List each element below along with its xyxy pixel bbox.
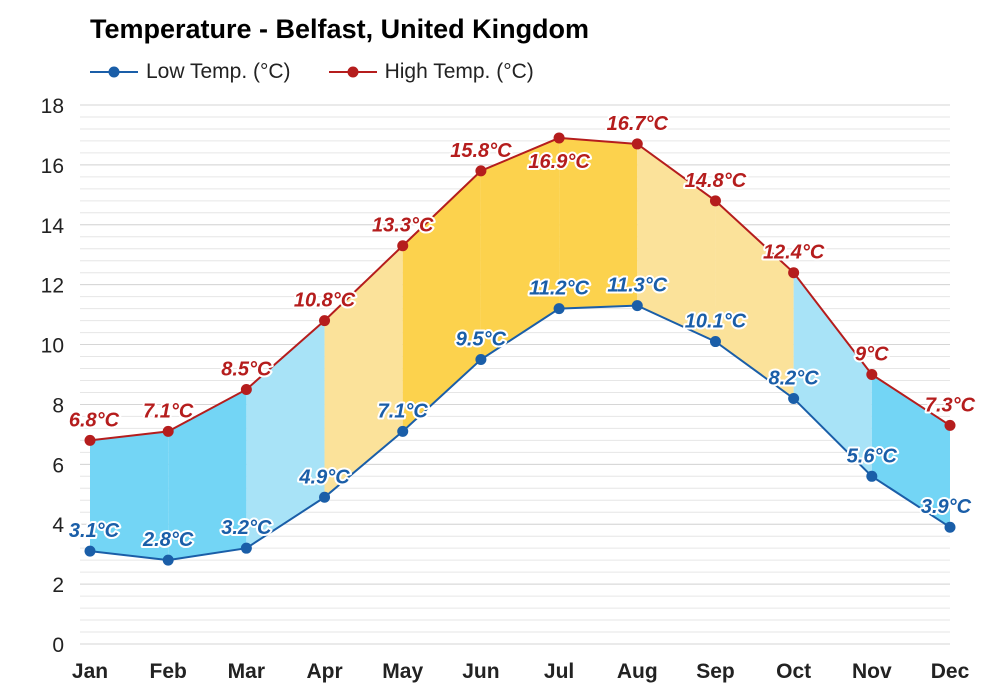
high-temp-point-dec	[944, 419, 956, 431]
low-temp-point-jun	[475, 354, 487, 366]
low-temp-label-dec: 3.9°C	[921, 496, 972, 518]
y-tick-label: 12	[41, 275, 64, 298]
high-temp-point-jan	[84, 434, 96, 446]
low-temp-point-nov	[866, 470, 878, 482]
legend-item-low[interactable]: Low Temp. (°C)	[90, 60, 291, 84]
chart-title: Temperature - Belfast, United Kingdom	[90, 14, 590, 44]
low-temp-point-may	[397, 425, 409, 437]
x-tick-label-nov: Nov	[852, 660, 892, 683]
band-sep	[715, 200, 794, 399]
x-tick-label-dec: Dec	[931, 660, 970, 683]
high-temp-point-sep	[709, 195, 721, 207]
high-temp-point-apr	[319, 315, 331, 327]
high-temp-label-nov: 9°C	[855, 344, 889, 366]
band-feb	[168, 389, 247, 561]
high-temp-label-oct: 12.4°C	[763, 242, 825, 264]
low-temp-line	[89, 304, 951, 562]
high-temp-point-mar	[240, 383, 252, 395]
high-temp-point-oct	[788, 267, 800, 279]
low-temp-point-jan	[84, 545, 96, 557]
high-temp-label-dec: 7.3°C	[925, 394, 976, 416]
legend-swatch-low	[90, 66, 138, 78]
high-temp-line	[89, 136, 951, 442]
x-tick-label-jun: Jun	[462, 660, 499, 683]
y-tick-label: 4	[52, 514, 64, 537]
low-temp-label-nov: 5.6°C	[847, 445, 898, 467]
y-tick-label: 10	[41, 335, 64, 358]
x-tick-label-mar: Mar	[228, 660, 265, 683]
low-temp-point-feb	[162, 554, 174, 566]
low-temp-label-may: 7.1°C	[378, 400, 429, 422]
low-temp-point-aug	[631, 300, 643, 312]
high-temp-label-jul: 16.9°C	[528, 151, 590, 173]
high-temp-point-aug	[631, 138, 643, 150]
low-temp-label-jul: 11.2°C	[529, 278, 589, 300]
low-temp-label-sep: 10.1°C	[685, 311, 747, 333]
high-temp-label-sep: 14.8°C	[685, 170, 747, 192]
high-temp-point-nov	[866, 369, 878, 380]
low-temp-label-apr: 4.9°C	[298, 466, 350, 488]
high-temp-label-jun: 15.8°C	[450, 140, 512, 162]
band-oct	[793, 272, 872, 477]
y-tick-label: 2	[52, 574, 64, 597]
y-tick-label: 0	[52, 634, 64, 657]
x-tick-label-jul: Jul	[544, 660, 574, 683]
x-tick-label-feb: Feb	[150, 660, 187, 683]
x-tick-label-jan: Jan	[72, 660, 108, 683]
low-temp-label-aug: 11.3°C	[607, 275, 667, 297]
band-mar	[246, 320, 325, 549]
low-temp-label-oct: 8.2°C	[769, 367, 820, 389]
low-temp-point-mar	[240, 542, 252, 554]
y-tick-label: 14	[41, 215, 65, 238]
band-jun	[480, 137, 560, 360]
low-temp-label-jan: 3.1°C	[69, 520, 120, 542]
high-temp-point-may	[397, 240, 409, 252]
x-tick-label-aug: Aug	[617, 660, 658, 683]
low-temp-label-mar: 3.2°C	[221, 517, 272, 539]
x-tick-label-may: May	[382, 660, 423, 683]
y-tick-label: 16	[41, 155, 64, 178]
high-temp-point-jul	[553, 132, 565, 144]
band-jan	[90, 431, 169, 561]
y-tick-label: 18	[41, 95, 64, 118]
band-jul	[559, 137, 638, 309]
high-temp-label-apr: 10.8°C	[294, 290, 356, 312]
legend: Low Temp. (°C) High Temp. (°C)	[90, 60, 572, 84]
low-temp-label-jun: 9.5°C	[456, 329, 507, 351]
high-temp-label-may: 13.3°C	[372, 215, 434, 237]
legend-item-high[interactable]: High Temp. (°C)	[328, 60, 534, 84]
x-tick-label-apr: Apr	[306, 660, 342, 683]
legend-swatch-high	[328, 66, 377, 78]
low-temp-point-sep	[709, 336, 721, 348]
high-temp-point-jun	[475, 165, 487, 177]
x-tick-label-oct: Oct	[776, 660, 811, 683]
band-apr	[324, 245, 403, 498]
band-aug	[637, 143, 716, 342]
high-temp-label-jan: 6.8°C	[69, 409, 120, 431]
legend-label-low: Low Temp. (°C)	[146, 60, 291, 83]
y-tick-label: 8	[52, 394, 64, 417]
legend-label-high: High Temp. (°C)	[384, 60, 534, 83]
y-tick-label: 6	[52, 454, 64, 477]
low-temp-point-dec	[944, 521, 956, 533]
high-temp-point-feb	[162, 425, 174, 437]
high-temp-label-aug: 16.7°C	[607, 113, 669, 135]
high-temp-label-mar: 8.5°C	[221, 358, 272, 380]
low-temp-point-apr	[319, 491, 331, 503]
x-tick-label-sep: Sep	[696, 660, 735, 683]
low-temp-label-feb: 2.8°C	[142, 529, 194, 551]
low-temp-point-oct	[788, 392, 800, 404]
low-temp-point-jul	[553, 303, 565, 315]
band-may	[402, 170, 481, 432]
high-temp-label-feb: 7.1°C	[143, 400, 194, 422]
